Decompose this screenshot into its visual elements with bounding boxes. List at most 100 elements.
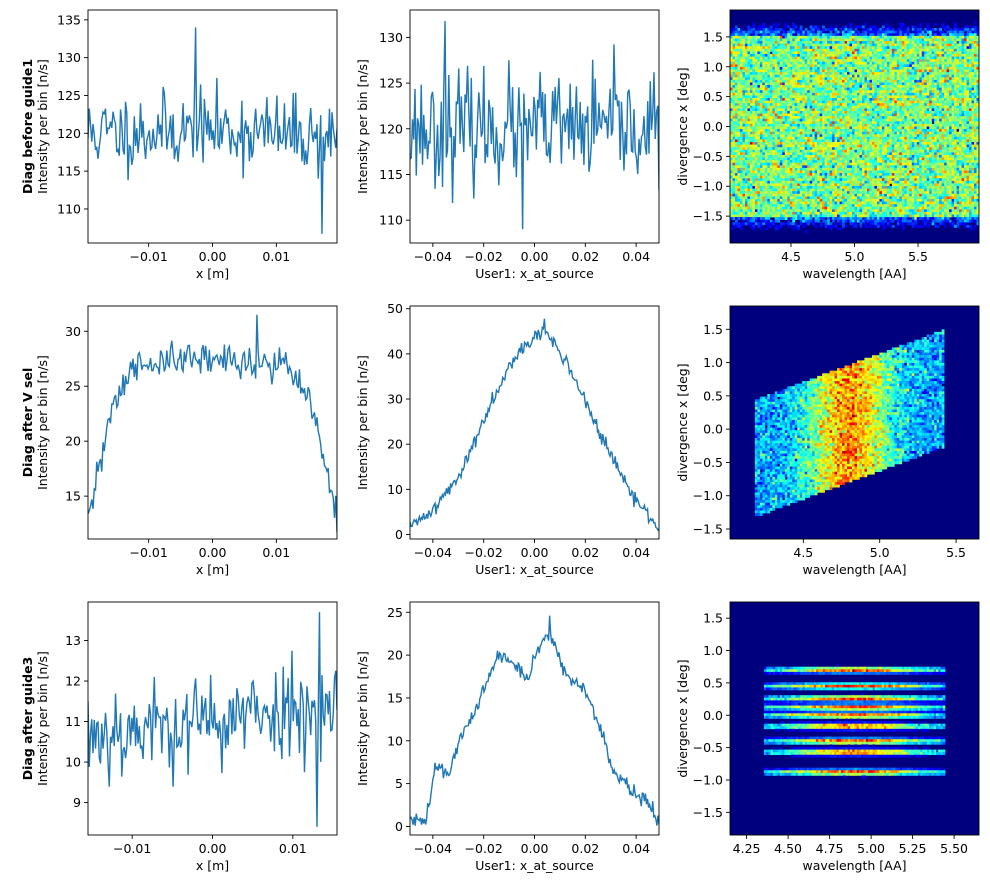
y-tick-label: 110 [379,213,403,228]
x-axis-label: x [m] [196,562,229,577]
x-tick-label: −0.01 [113,841,151,856]
row-title: Diag after V sel [20,368,35,477]
y-tick-label: 25 [387,605,403,620]
y-tick-label: −1.5 [693,805,723,820]
x-tick-label: −0.04 [414,545,452,560]
x-tick-label: 0.00 [521,545,549,560]
y-tick-label: 110 [57,201,81,216]
x-axis-label: wavelength [AA] [803,858,907,873]
x-tick-label: 0.00 [199,841,227,856]
x-tick-label: 4.25 [733,841,761,856]
y-tick-label: 0 [395,527,403,542]
axes-frame [729,305,980,540]
y-tick-label: 0 [395,819,403,834]
x-tick-label: −0.02 [465,841,503,856]
y-tick-label: 25 [65,379,81,394]
axes-frame [729,601,980,836]
y-tick-label: 0.5 [703,89,723,104]
y-tick-label: −1.5 [693,522,723,537]
y-tick-label: 0.5 [703,388,723,403]
x-axis-label: wavelength [AA] [803,562,907,577]
x-tick-label: 5.0 [845,249,865,264]
x-tick-label: −0.01 [129,249,167,264]
x-tick-label: 5.50 [940,841,968,856]
series-line [410,615,659,826]
subplot-r1-c2: 4.5 5.0 5.5 −1.5 −1.0 −0.5 0.0 0.5 1.0 1.5 wavelen… [675,305,980,577]
y-axis-label: divergence x [deg] [675,363,690,481]
y-tick-label: 15 [387,690,403,705]
row-title: Diag before guide1 [20,59,35,194]
subplot-r1-c0: −0.01 0.00 0.01 15 20 25 30 x [m] Intensity per … [20,305,338,577]
y-tick-label: 120 [379,121,403,136]
x-tick-label: 0.00 [521,249,549,264]
subplot-r2-c0: −0.01 0.00 0.01 9 10 11 12 13 x [m] Intensity per… [20,601,338,873]
series-line [88,314,337,533]
series-line [88,27,337,234]
heatmap-cells [763,664,946,779]
x-tick-label: −0.01 [129,545,167,560]
y-tick-label: 115 [379,167,403,182]
y-tick-label: 125 [379,76,403,91]
y-tick-label: 20 [387,437,403,452]
y-tick-label: 0.0 [703,422,723,437]
y-tick-label: 20 [65,434,81,449]
subplot-r2-c1: −0.04 −0.02 0.00 0.02 0.04 0 5 10 15 20 25 User1: x… [355,601,660,873]
x-tick-label: 5.25 [899,841,927,856]
y-tick-label: 1.5 [703,322,723,337]
y-axis-label: Intensity per bin [n/s] [355,355,370,490]
y-tick-label: 1.5 [703,29,723,44]
y-tick-label: 120 [57,126,81,141]
axes-frame [87,305,338,540]
y-tick-label: 0.0 [703,708,723,723]
y-tick-label: −1.5 [693,209,723,224]
x-tick-label: 4.50 [774,841,802,856]
x-tick-label: 0.01 [262,545,290,560]
x-tick-label: 5.5 [908,249,928,264]
y-tick-label: 115 [57,164,81,179]
y-axis-label: Intensity per bin [n/s] [35,355,50,490]
x-tick-label: 0.00 [199,249,227,264]
y-tick-label: 10 [387,733,403,748]
y-tick-label: −1.0 [693,179,723,194]
y-axis-label: Intensity per bin [n/s] [35,59,50,194]
x-axis-label: wavelength [AA] [803,266,907,281]
axes-frame [409,305,660,540]
y-tick-label: 30 [65,324,81,339]
y-tick-label: 1.0 [703,59,723,74]
y-tick-label: 5 [395,776,403,791]
y-axis-label: divergence x [deg] [675,659,690,777]
subplot-r1-c1: −0.04 −0.02 0.00 0.02 0.04 0 10 20 30 40 50 User1: … [355,301,660,577]
y-tick-label: 10 [387,482,403,497]
y-tick-label: −0.5 [693,455,723,470]
y-tick-label: 1.0 [703,355,723,370]
x-tick-label: 0.02 [571,841,599,856]
y-tick-label: 1.5 [703,611,723,626]
x-tick-label: 0.00 [521,841,549,856]
row-title: Diag after guide3 [20,657,35,781]
axes-frame [409,601,660,836]
y-tick-label: 30 [387,392,403,407]
y-tick-label: 50 [387,301,403,316]
x-tick-label: 0.01 [262,249,290,264]
series-line [88,612,337,827]
y-tick-label: 135 [57,12,81,27]
x-tick-label: 0.02 [571,545,599,560]
y-tick-label: 130 [379,30,403,45]
y-tick-label: −1.0 [693,488,723,503]
x-tick-label: 0.04 [622,545,650,560]
y-axis-label: Intensity per bin [n/s] [355,651,370,786]
x-tick-label: −0.02 [465,249,503,264]
x-tick-label: 5.00 [857,841,885,856]
x-tick-label: 0.00 [199,545,227,560]
heatmap-cells [730,20,979,233]
series-line [410,20,659,230]
x-tick-label: 4.5 [793,545,813,560]
y-tick-label: 0.5 [703,675,723,690]
x-axis-label: User1: x_at_source [475,562,594,577]
x-axis-label: User1: x_at_source [475,858,594,873]
x-tick-label: −0.02 [465,545,503,560]
y-tick-label: 130 [57,50,81,65]
x-tick-label: 0.04 [622,249,650,264]
y-tick-label: 40 [387,346,403,361]
